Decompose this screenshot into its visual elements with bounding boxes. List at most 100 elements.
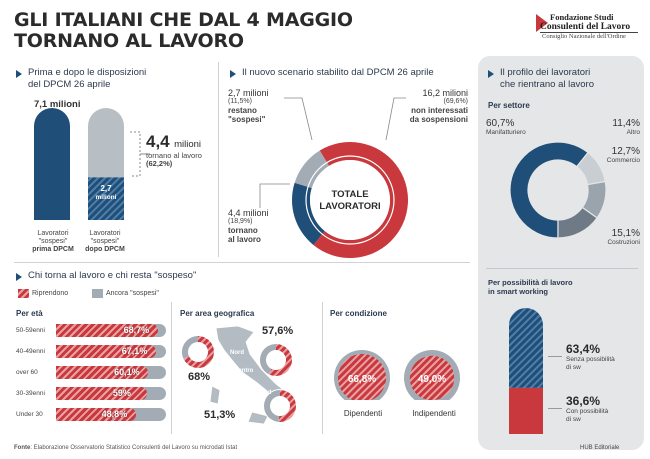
donut-center-line2: LAVORATORI xyxy=(319,201,380,212)
sw-bar-con xyxy=(509,387,543,434)
scenario-sospesi-label: 2,7 milioni (11,5%) restano "sospesi" xyxy=(228,88,300,124)
bar2-category-line2: "sospesi" xyxy=(90,238,120,245)
sw-bar-chart xyxy=(509,308,543,434)
scenario-sospesi-label2: "sospesi" xyxy=(228,115,266,124)
age-value-label: 67,1% xyxy=(121,346,148,356)
sw-bar-senza xyxy=(509,308,543,388)
title-line-2: TORNANO AL LAVORO xyxy=(14,30,244,52)
sw-yes-pct: 36,6% xyxy=(566,394,601,408)
cond-donut-dipendenti xyxy=(338,354,386,400)
scenario-tornano-pct: (18,9%) xyxy=(228,218,253,225)
sector-altro-label: Altro xyxy=(626,129,640,136)
right-panel xyxy=(478,56,644,450)
age-bar-fill xyxy=(56,345,156,358)
section3-heading-line2: che rientrano al lavoro xyxy=(500,78,594,90)
scenario-non-interessati-label: 16,2 milioni (69,6%) non interessati da … xyxy=(384,88,468,124)
right-panel-divider xyxy=(486,268,638,269)
geo-donut-nord-rest xyxy=(260,344,276,375)
logo-line-3: Consiglio Nazionale dell'Ordine xyxy=(542,33,626,40)
logo-line-1: Fondazione Studi xyxy=(550,12,614,22)
sw-no-label1: Senza possibilità xyxy=(566,356,615,363)
bar2-category-line1: Lavoratori xyxy=(89,230,121,237)
callout-returning: 4,4 milioni tornano al lavoro (62,2%) xyxy=(146,132,216,168)
age-category-label: Under 30 xyxy=(16,411,43,418)
scenario-tornano-value: 4,4 milioni xyxy=(228,208,269,218)
source-note: Fonte: Elaborazione Osservatorio Statist… xyxy=(14,445,237,451)
sw-yes: 36,6% Con possibilità di sw xyxy=(566,394,608,424)
geo-nord-pct: 57,6% xyxy=(262,325,293,337)
geo-donut-centro xyxy=(183,336,214,368)
section1-marker-icon xyxy=(16,70,22,78)
section3-marker-icon xyxy=(488,70,494,78)
section1-heading: Prima e dopo le disposizioni del DPCM 26… xyxy=(28,67,208,90)
age-bar-fill xyxy=(56,387,147,400)
cond-indipendenti-label: Indipendenti xyxy=(412,409,456,418)
bar1-category-line2: "sospesi" xyxy=(38,238,68,245)
legend-sospesi-swatch xyxy=(92,289,103,298)
cond-dipendenti-label: Dipendenti xyxy=(343,409,383,418)
scenario-non-interessati-label1: non interessati xyxy=(411,106,468,115)
age-bar-fill xyxy=(56,408,136,421)
geo-donut-sud-rest xyxy=(264,390,280,422)
bar2-value-line2: milioni xyxy=(95,194,117,201)
age-row: over 60 60,1% xyxy=(16,366,168,380)
source-text: : Elaborazione Osservatorio Statistico C… xyxy=(30,445,238,451)
sector-donut xyxy=(509,141,607,239)
divider-age-geo xyxy=(171,302,172,434)
age-row: 50-59enni 68,7% xyxy=(16,324,168,338)
section3-heading-line1: Il profilo dei lavoratori xyxy=(500,67,591,78)
logo-divider xyxy=(540,32,638,33)
bar1-category: Lavoratori "sospesi" prima DPCM xyxy=(28,230,78,254)
bar1-value: 7,1 milioni xyxy=(34,99,81,110)
age-row: 30-39enni 59% xyxy=(16,387,168,401)
age-value-label: 68,7% xyxy=(123,325,150,335)
sw-no: 63,4% Senza possibilità di sw xyxy=(566,342,615,372)
sector-commercio-label: Commercio xyxy=(606,157,640,164)
sw-no-label2: di sw xyxy=(566,364,581,371)
slice-sospesi xyxy=(294,150,330,189)
divider-vertical xyxy=(218,62,219,257)
scenario-sospesi-label1: restano xyxy=(228,106,257,115)
age-bar-fill xyxy=(56,366,149,379)
legend-sospesi-label: Ancora "sospesi" xyxy=(106,290,159,297)
sw-heading: Per possibilità di lavoro in smart worki… xyxy=(488,278,638,296)
age-value-label: 60,1% xyxy=(114,367,140,377)
section1-heading-line1: Prima e dopo le disposizioni xyxy=(28,67,147,78)
section4-heading: Chi torna al lavoro e chi resta "sospeso… xyxy=(28,270,197,281)
cond-indipendenti-pct: 49,0% xyxy=(418,374,446,385)
sector-commercio: 12,7% Commercio xyxy=(594,146,640,165)
geo-sud-label: Sud xyxy=(260,390,272,396)
age-heading: Per età xyxy=(16,309,43,318)
sector-costruzioni-label: Costruzioni xyxy=(607,239,640,246)
logo-mark-icon xyxy=(536,14,548,32)
leader-line-non-interessati xyxy=(385,97,406,141)
sector-altro-pct: 11,4% xyxy=(612,118,640,129)
leader-line-tornano xyxy=(259,183,290,208)
credit: HUB Editoriale xyxy=(580,445,620,451)
section4-marker-icon xyxy=(16,273,22,281)
cond-dipendenti-pct: 66,8% xyxy=(348,374,376,385)
sector-manifatturiero-pct: 60,7% xyxy=(486,118,515,129)
scenario-non-interessati-value: 16,2 milioni xyxy=(422,88,468,98)
sw-no-leader xyxy=(548,356,562,357)
source-label: Fonte xyxy=(14,445,31,451)
donut-center-line1: TOTALE xyxy=(331,189,368,200)
bar1-category-line1: Lavoratori xyxy=(37,230,69,237)
geo-donut-nord xyxy=(268,344,292,376)
logo-line-2: Consulenti del Lavoro xyxy=(540,22,631,32)
bar2-value-line1: 2,7 xyxy=(100,184,112,193)
sector-costruzioni: 15,1% Costruzioni xyxy=(594,228,640,247)
bar-prima-dpcm xyxy=(34,108,70,220)
age-bar-fill xyxy=(56,324,158,337)
geo-sud-pct: 51,3% xyxy=(204,409,235,421)
section3-heading: Il profilo dei lavoratori che rientrano … xyxy=(500,67,640,90)
age-value-label: 59% xyxy=(112,388,131,398)
callout-value: 4,4 xyxy=(146,132,170,151)
sector-commercio-pct: 12,7% xyxy=(611,146,640,157)
slice-non-interessati xyxy=(313,142,408,258)
age-category-label: over 60 xyxy=(16,369,38,376)
legend-riprendono-swatch-fill xyxy=(18,289,29,298)
scenario-sospesi-value: 2,7 milioni xyxy=(228,88,269,98)
sector-heading: Per settore xyxy=(488,101,530,110)
sw-yes-label2: di sw xyxy=(566,416,581,423)
